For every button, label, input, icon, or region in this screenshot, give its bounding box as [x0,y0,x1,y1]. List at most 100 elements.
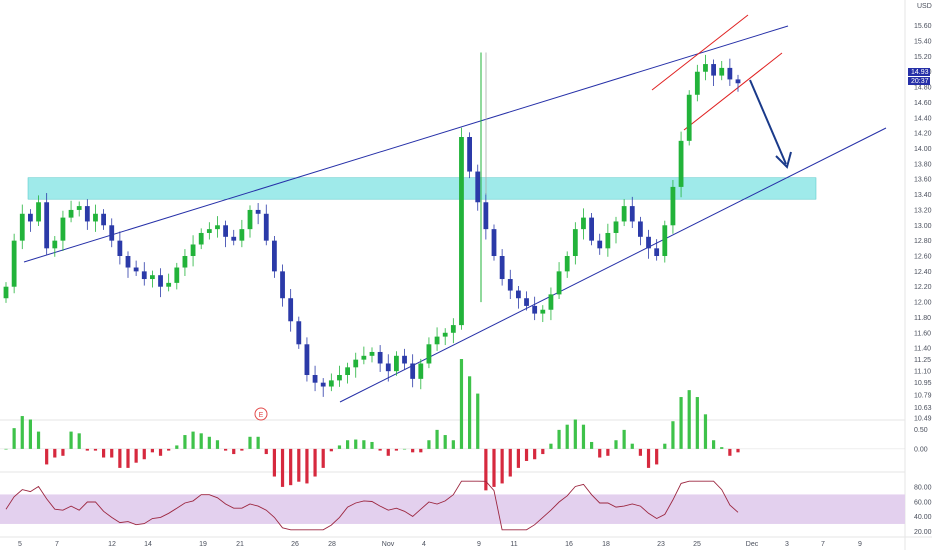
candle-body [711,64,716,76]
candle-body [394,355,399,372]
resistance-zone [27,177,817,200]
candle-body [548,294,554,310]
candle-body [84,206,90,222]
oscillator-bar [134,448,138,463]
oscillator-bar [549,443,553,449]
oscillator-bar [728,448,732,456]
oscillator-bar [451,440,455,449]
oscillator-bar [354,439,358,449]
oscillator-bar [630,443,634,449]
oscillator-bar [443,435,447,449]
price-tick-label: 13.20 [914,207,932,214]
candle-body [133,267,139,272]
time-tick-label: 7 [55,541,59,548]
price-axis: USD 15.6015.4015.2015.0014.8014.6014.401… [914,3,932,423]
candle-body [28,213,33,222]
candle-body [182,256,188,268]
time-tick-label: 25 [693,541,701,548]
candle-body [426,344,432,364]
candle-body [76,206,82,210]
candles [3,52,741,397]
time-tick-label: 9 [858,541,862,548]
rsi-tick-label: 40.00 [914,514,932,521]
candle-body [361,355,367,360]
candle-body [402,355,407,364]
candle-body [206,229,212,233]
candle-body [564,256,570,272]
candle-body [337,375,342,381]
price-tick-label: 12.80 [914,238,932,245]
time-tick-label: 5 [18,541,22,548]
candle-body [418,363,424,379]
candle-body [483,202,489,230]
channel-lower-line [339,127,887,403]
candle-body [141,271,147,280]
oscillator-bar [492,448,496,487]
oscillator-bar [720,447,724,449]
price-tick-label: 14.60 [914,100,932,107]
price-tick-label: 11.60 [914,330,931,337]
oscillator-bar [77,433,81,449]
candle-body [247,209,253,230]
oscillator-bar [191,431,195,449]
flag-lower-line [683,52,783,131]
time-tick-label: 9 [477,541,481,548]
time-tick-label: 18 [602,541,610,548]
event-marker[interactable]: E [254,407,268,421]
oscillator-bar [280,448,285,487]
candle-body [556,271,562,295]
candle-body [288,298,294,322]
price-tick-label: 15.40 [914,39,932,46]
price-tick-label: 14.40 [914,115,932,122]
oscillator-bar [110,448,114,458]
oscillator-bar [411,448,415,453]
oscillator-bar [264,448,268,455]
time-tick-label: 4 [422,541,426,548]
oscillator-bar [142,448,146,460]
price-tick-label: 10.49 [914,416,932,423]
oscillator-bar [224,448,228,451]
oscillator-bar [590,441,594,449]
candle-body [280,271,285,299]
price-tick-label: 15.60 [914,23,932,30]
candle-body [36,202,41,222]
candle-body [581,217,586,230]
oscillator-bar [28,419,32,449]
price-tick-label: 11.10 [914,369,931,376]
oscillator-bar [167,448,171,451]
candle-body [150,275,155,280]
oscillator-bar [516,448,520,468]
oscillator-bar [622,429,626,449]
candle-body [320,382,326,387]
oscillator-bar [614,440,618,449]
candle-body [621,206,627,222]
last-price-tag: 14.93 20:37 [908,68,930,85]
oscillator-bar [671,421,675,449]
candle-body [174,267,180,283]
candle-body [19,213,25,241]
price-tick-label: 10.79 [914,392,932,399]
oscillator-bar [85,448,89,451]
candle-body [272,240,277,272]
candle-body [190,244,196,257]
oscillator-bar [45,448,49,465]
candle-body [475,171,481,203]
time-axis: 5 7 12 14 19 21 26 28 Nov 4 9 11 16 18 23 25 Dec 3 7 9 [18,541,862,548]
oscillator-bar [337,445,342,449]
candle-body [516,290,521,299]
oscillator-bar [12,428,16,449]
candle-body [410,363,416,379]
candle-body [158,275,163,287]
candle-body [312,375,318,383]
time-tick-label: Nov [382,541,395,548]
candle-body [654,248,660,257]
rsi-line [5,480,739,531]
candle-body [44,202,50,249]
candle-body [532,305,538,314]
oscillator-bar [533,448,537,460]
projection-arrowhead [775,151,792,169]
oscillator-bar [435,429,439,449]
candle-body [369,351,375,356]
